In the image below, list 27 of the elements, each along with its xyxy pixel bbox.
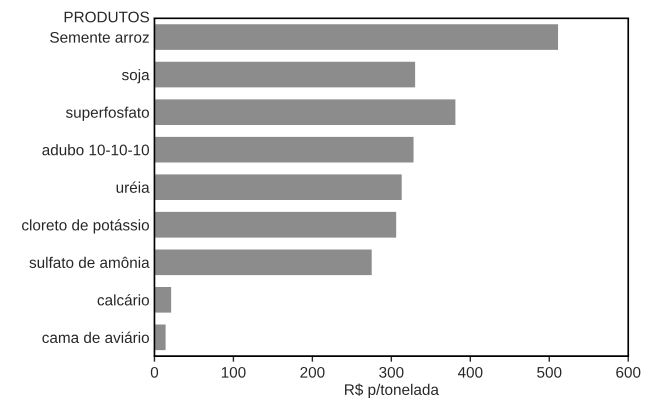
y-tick-label: soja [122,69,150,84]
x-tick-label: 500 [537,366,562,378]
y-tick-label: calcário [98,294,149,306]
y-tick-label: adubo 10-10-10 [42,144,150,156]
x-tick-label: 300 [379,366,404,378]
y-axis-title: PRODUTOS [64,12,150,22]
bar [154,248,374,276]
y-tick-label: superfosfato [66,106,149,121]
x-tick-label: 200 [300,366,325,378]
bar [154,22,560,52]
y-tick-label: cama de aviário [42,332,149,344]
bar [154,60,417,89]
bar [154,286,173,314]
x-tick-label: 600 [616,366,640,378]
bar [154,135,415,164]
x-tick-label: 400 [458,366,482,378]
x-tick-label: 0 [150,366,158,378]
x-axis-title: R$ p/tonelada [345,384,439,398]
x-tick-label: 100 [222,366,246,378]
bar [154,173,404,202]
y-tick-label: Semente arroz [50,32,149,43]
y-tick-label: uréia [116,182,150,193]
bar [154,323,167,352]
y-tick-label: sulfato de amônia [29,256,150,268]
bar [154,210,398,239]
y-tick-label: cloreto de potássio [22,219,149,234]
bar [154,98,457,126]
